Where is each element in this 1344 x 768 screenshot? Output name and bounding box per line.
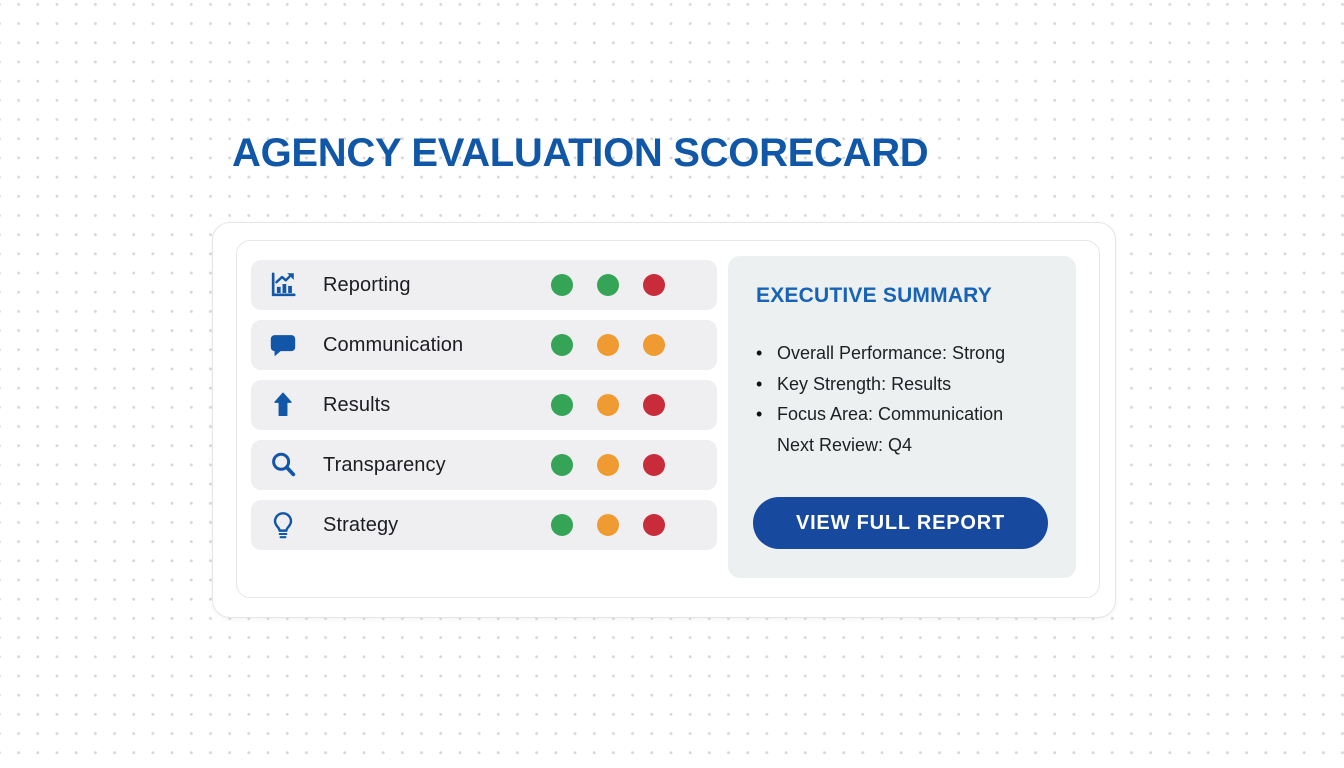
scorecard-row-list: Reporting Communication Results: [251, 260, 717, 560]
summary-item: • Overall Performance: Strong: [756, 338, 1060, 369]
executive-summary-list: • Overall Performance: Strong • Key Stre…: [756, 338, 1060, 460]
summary-item: • Focus Area: Communication: [756, 399, 1060, 430]
row-label: Results: [323, 393, 391, 416]
lightbulb-icon: [265, 507, 301, 543]
arrow-up-icon: [265, 387, 301, 423]
rating-dot: [643, 514, 665, 536]
view-full-report-button[interactable]: VIEW FULL REPORT: [753, 497, 1048, 549]
rating-dot: [597, 274, 619, 296]
rating-dot: [597, 394, 619, 416]
rating-dot: [551, 454, 573, 476]
row-label: Reporting: [323, 273, 411, 296]
bullet-marker: •: [756, 404, 763, 424]
summary-item: • Key Strength: Results: [756, 369, 1060, 400]
rating-dot: [551, 274, 573, 296]
summary-item-text: Key Strength: Results: [777, 373, 952, 394]
rating-dot: [643, 334, 665, 356]
executive-summary-heading: EXECUTIVE SUMMARY: [756, 284, 992, 307]
rating-dot: [597, 454, 619, 476]
score-row-transparency: Transparency: [251, 440, 717, 490]
score-row-communication: Communication: [251, 320, 717, 370]
rating-dot: [597, 514, 619, 536]
rating-dot: [597, 334, 619, 356]
page-title: AGENCY EVALUATION SCORECARD: [232, 131, 929, 175]
magnifier-icon: [265, 447, 301, 483]
bar-chart-icon: [265, 267, 301, 303]
rating-dot: [643, 274, 665, 296]
summary-item-text: Overall Performance: Strong: [777, 343, 1006, 363]
summary-item: • Next Review: Q4: [756, 430, 1060, 461]
bullet-marker: •: [756, 373, 763, 394]
row-label: Communication: [323, 333, 464, 356]
rating-dot: [643, 394, 665, 416]
bullet-marker: •: [756, 343, 763, 363]
rating-dot: [551, 394, 573, 416]
rating-dots: [551, 334, 665, 356]
rating-dot: [551, 334, 573, 356]
summary-item-text: Focus Area: Communication: [777, 404, 1004, 424]
rating-dots: [551, 514, 665, 536]
summary-item-text: Next Review: Q4: [777, 434, 913, 455]
score-row-results: Results: [251, 380, 717, 430]
rating-dot: [551, 514, 573, 536]
rating-dot: [643, 454, 665, 476]
score-row-strategy: Strategy: [251, 500, 717, 550]
rating-dots: [551, 394, 665, 416]
row-label: Transparency: [323, 453, 446, 476]
rating-dots: [551, 274, 665, 296]
rating-dots: [551, 454, 665, 476]
executive-summary-panel: EXECUTIVE SUMMARY • Overall Performance:…: [728, 256, 1076, 578]
speech-bubble-icon: [265, 327, 301, 363]
row-label: Strategy: [323, 513, 399, 536]
score-row-reporting: Reporting: [251, 260, 717, 310]
